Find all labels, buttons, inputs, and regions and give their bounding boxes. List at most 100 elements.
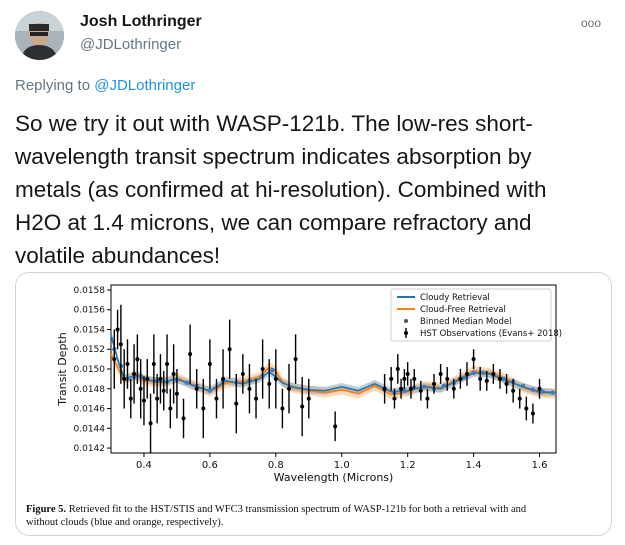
obs-point xyxy=(194,386,199,391)
x-axis-label: Wavelength (Microns) xyxy=(274,471,394,484)
binned-point xyxy=(540,389,546,394)
obs-point xyxy=(491,371,496,376)
obs-point xyxy=(287,386,291,391)
avatar[interactable] xyxy=(15,11,64,60)
obs-point xyxy=(132,371,137,376)
obs-point xyxy=(471,357,476,362)
obs-point xyxy=(141,398,146,403)
obs-point xyxy=(201,406,206,411)
obs-point xyxy=(306,396,311,401)
obs-point xyxy=(260,367,265,371)
obs-point xyxy=(221,376,226,381)
legend-entry: HST Observations (Evans+ 2018) xyxy=(420,329,562,339)
obs-point xyxy=(165,362,170,367)
obs-point xyxy=(524,406,529,411)
binned-point xyxy=(481,370,486,376)
y-axis-label: Transit Depth xyxy=(56,332,69,406)
y-tick-label: 0.0148 xyxy=(74,385,106,395)
y-tick-label: 0.0150 xyxy=(74,365,106,375)
obs-point xyxy=(227,347,232,352)
legend-binned-swatch xyxy=(404,319,408,323)
reply-prefix: Replying to xyxy=(15,77,95,94)
obs-point xyxy=(333,424,338,429)
obs-point xyxy=(267,381,272,386)
binned-point xyxy=(501,376,506,382)
author-handle[interactable]: @JDLothringer xyxy=(80,36,182,53)
x-tick-label: 1.2 xyxy=(400,460,416,471)
binned-point xyxy=(402,388,407,393)
cloudy-line xyxy=(110,334,557,394)
binned-point xyxy=(530,387,536,392)
obs-point xyxy=(399,386,404,391)
obs-point xyxy=(425,396,430,401)
obs-point xyxy=(300,404,305,409)
caption-line-1: Figure 5. Retrieved fit to the HST/STIS … xyxy=(26,503,604,516)
x-tick-label: 1.4 xyxy=(466,460,482,471)
caption-label: Figure 5. xyxy=(26,504,67,515)
obs-point xyxy=(382,386,387,391)
obs-point xyxy=(402,376,407,381)
binned-point xyxy=(421,384,427,389)
obs-point xyxy=(395,367,400,371)
obs-point xyxy=(465,371,469,376)
more-options-icon[interactable]: ooo xyxy=(580,16,601,30)
y-tick-label: 0.0154 xyxy=(74,325,106,335)
tweet-text-line: So we try it out with WASP-121b. The low… xyxy=(15,111,533,136)
legend-entry: Binned Median Model xyxy=(420,317,511,327)
tweet-text: So we try it out with WASP-121b. The low… xyxy=(15,107,615,272)
binned-point xyxy=(270,367,275,373)
obs-point xyxy=(128,396,133,401)
tweet-text-line: metals (as confirmed at hi-resolution). … xyxy=(15,177,547,202)
obs-point xyxy=(155,396,160,401)
tweet-text-line: wavelength transit spectrum indicates ab… xyxy=(15,144,532,169)
x-tick-label: 0.8 xyxy=(268,460,284,471)
obs-point xyxy=(174,391,179,396)
y-tick-label: 0.0146 xyxy=(74,405,106,415)
y-tick-label: 0.0158 xyxy=(74,286,106,296)
obs-point xyxy=(240,371,245,376)
obs-point xyxy=(112,357,117,362)
obs-point xyxy=(537,386,542,391)
obs-point xyxy=(293,357,298,362)
obs-point xyxy=(214,396,219,401)
obs-point xyxy=(280,406,285,411)
obs-point xyxy=(188,352,193,357)
obs-point xyxy=(445,376,450,381)
obs-point xyxy=(497,376,502,381)
obs-point xyxy=(207,362,212,367)
x-tick-label: 1.0 xyxy=(334,460,350,471)
y-tick-label: 0.0156 xyxy=(74,306,106,316)
legend-entry: Cloudy Retrieval xyxy=(420,293,490,303)
obs-point xyxy=(181,416,186,421)
transit-spectrum-chart: 0.4 0.6 0.8 1.0 1.2 1.4 1.6 0.0142 0.0144 0.0146 0… xyxy=(56,284,562,484)
tweet-image[interactable]: 0.4 0.6 0.8 1.0 1.2 1.4 1.6 0.0142 0.0144 0.0146 0… xyxy=(15,272,612,536)
obs-point xyxy=(392,396,397,401)
obs-point xyxy=(151,362,156,367)
obs-point xyxy=(234,401,239,406)
binned-point xyxy=(461,375,466,381)
author-name[interactable]: Josh Lothringer xyxy=(80,13,202,30)
obs-point xyxy=(125,362,130,367)
obs-point xyxy=(432,381,437,386)
obs-point xyxy=(405,371,410,376)
x-tick-label: 0.6 xyxy=(202,460,218,471)
y-tick-label: 0.0144 xyxy=(74,424,106,434)
binned-point xyxy=(471,370,476,376)
obs-point xyxy=(438,371,443,376)
obs-point xyxy=(168,406,173,411)
tweet-text-line: H2O at 1.4 microns, we can compare refra… xyxy=(15,210,532,235)
x-tick-label: 1.6 xyxy=(532,460,548,471)
obs-point xyxy=(273,376,278,381)
x-tick-label: 0.4 xyxy=(136,460,152,471)
obs-point xyxy=(161,388,166,393)
obs-point xyxy=(478,376,483,381)
legend-obs-dot xyxy=(404,331,408,335)
obs-point xyxy=(118,342,123,347)
obs-point xyxy=(135,357,140,362)
reply-to-link[interactable]: @JDLothringer xyxy=(94,77,196,94)
obs-point xyxy=(254,396,259,401)
tweet-text-line: volatile abundances! xyxy=(15,243,221,268)
legend-entry: Cloud-Free Retrieval xyxy=(420,305,506,315)
binned-point xyxy=(441,383,447,388)
figure-caption: Figure 5. Retrieved fit to the HST/STIS … xyxy=(26,503,604,529)
